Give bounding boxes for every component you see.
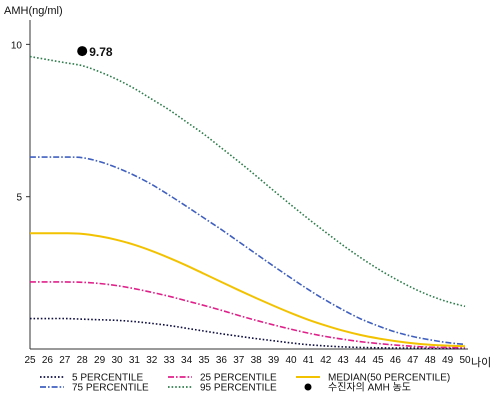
x-tick-label: 38 xyxy=(251,355,263,366)
x-tick-label: 45 xyxy=(372,355,384,366)
x-tick-label: 35 xyxy=(198,355,210,366)
legend-label-4: MEDIAN(50 PERCENTILE) xyxy=(328,373,450,384)
x-tick-label: 44 xyxy=(355,355,367,366)
x-tick-label: 43 xyxy=(338,355,350,366)
x-tick-label: 39 xyxy=(268,355,280,366)
series-line-0 xyxy=(30,317,465,350)
x-tick-label: 46 xyxy=(390,355,402,366)
x-tick-label: 25 xyxy=(24,355,36,366)
x-tick-label: 30 xyxy=(111,355,123,366)
x-tick-label: 40 xyxy=(285,355,297,366)
legend-label-3: 95 PERCENTILE xyxy=(200,383,277,394)
y-axis-label: AMH(ng/ml) xyxy=(4,5,63,17)
series-line-4 xyxy=(30,232,466,348)
x-ticks: 25 26 27 28 29 30 31 32 33 34 35 36 37 38 39 40 41 42 43 44… xyxy=(24,355,471,366)
y-tick-label: 10 xyxy=(11,40,23,51)
x-tick-label: 33 xyxy=(164,355,176,366)
patient-amh-point xyxy=(77,46,88,57)
x-tick-label: 49 xyxy=(442,355,454,366)
legend-label-2: 25 PERCENTILE xyxy=(200,373,277,384)
x-tick-label: 34 xyxy=(181,355,193,366)
x-tick-label: 27 xyxy=(59,355,71,366)
series-lines xyxy=(29,55,466,350)
highlight-points: 9.78 xyxy=(77,45,113,59)
y-tick-label: 5 xyxy=(16,193,22,204)
x-tick-label: 28 xyxy=(77,355,89,366)
x-tick-label: 32 xyxy=(146,355,158,366)
series-line-1 xyxy=(30,156,466,346)
chart-axes xyxy=(29,20,468,350)
series-line-2 xyxy=(29,281,466,349)
legend-swatch-point xyxy=(304,383,312,391)
x-tick-label: 42 xyxy=(320,355,332,366)
x-tick-label: 26 xyxy=(42,355,54,366)
x-tick-label: 41 xyxy=(303,355,315,366)
x-axis-label: 나이 xyxy=(471,356,491,369)
series-line-3 xyxy=(29,55,466,308)
legend: 5 PERCENTILE 25 PERCENTILE MEDIAN(50 PERCE… xyxy=(40,373,450,394)
legend-label-0: 5 PERCENTILE xyxy=(72,373,143,384)
x-tick-label: 36 xyxy=(216,355,228,366)
y-ticks: 5 10 xyxy=(11,40,30,204)
legend-label-1: 75 PERCENTILE xyxy=(72,383,149,394)
patient-amh-value-label: 9.78 xyxy=(89,45,113,59)
x-tick-label: 47 xyxy=(407,355,419,366)
x-tick-label: 50 xyxy=(459,355,471,366)
x-tick-label: 48 xyxy=(425,355,437,366)
x-tick-label: 31 xyxy=(129,355,141,366)
x-tick-label: 37 xyxy=(233,355,245,366)
legend-label-point: 수진자의 AMH 농도 xyxy=(328,382,411,394)
x-tick-label: 29 xyxy=(94,355,106,366)
